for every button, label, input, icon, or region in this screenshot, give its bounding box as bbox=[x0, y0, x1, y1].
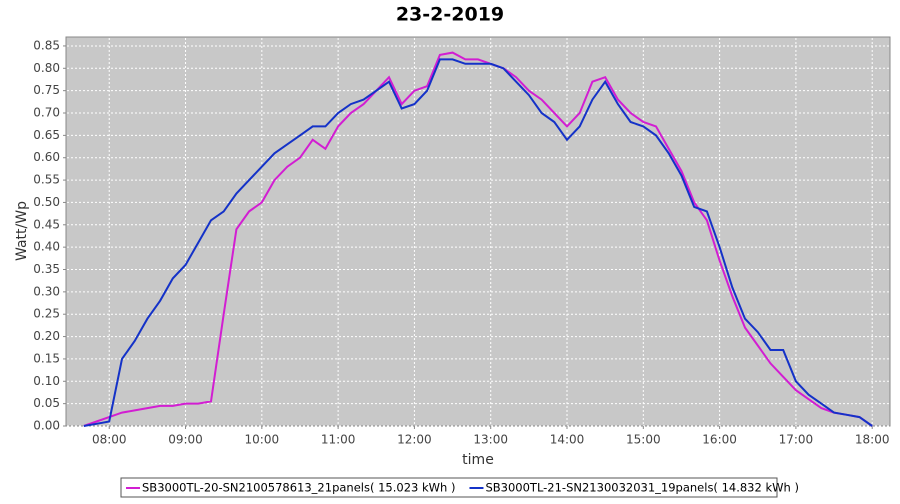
y-tick-label: 0.55 bbox=[33, 173, 60, 187]
y-tick-label: 0.30 bbox=[33, 284, 60, 298]
y-tick-label: 0.10 bbox=[33, 374, 60, 388]
plot-area bbox=[65, 36, 891, 427]
x-tick-label: 12:00 bbox=[397, 433, 432, 447]
x-tick-label: 17:00 bbox=[779, 433, 814, 447]
y-tick-label: 0.80 bbox=[33, 61, 60, 75]
x-axis-label: time bbox=[462, 452, 494, 468]
y-tick-label: 0.35 bbox=[33, 262, 60, 276]
y-tick-label: 0.50 bbox=[33, 195, 60, 209]
y-axis-label: Watt/Wp bbox=[14, 201, 30, 261]
series-line bbox=[83, 51, 873, 427]
legend bbox=[120, 477, 778, 498]
x-tick-label: 10:00 bbox=[245, 433, 280, 447]
legend-label: SB3000TL-21-SN2130032031_19panels( 14.83… bbox=[485, 481, 798, 495]
y-tick-label: 0.20 bbox=[33, 329, 60, 343]
x-tick-label: 09:00 bbox=[168, 433, 203, 447]
y-tick-label: 0.45 bbox=[33, 217, 60, 231]
y-tick-label: 0.25 bbox=[33, 307, 60, 321]
y-tick-label: 0.75 bbox=[33, 83, 60, 97]
y-tick-label: 0.15 bbox=[33, 351, 60, 365]
series-line bbox=[83, 58, 873, 427]
y-tick-label: 0.05 bbox=[33, 396, 60, 410]
chart-title: 23-2-2019 bbox=[396, 4, 504, 26]
x-tick-label: 18:00 bbox=[855, 433, 890, 447]
y-tick-label: 0.60 bbox=[33, 150, 60, 164]
legend-label: SB3000TL-20-SN2100578613_21panels( 15.02… bbox=[142, 481, 455, 495]
y-tick-label: 0.65 bbox=[33, 128, 60, 142]
x-tick-label: 15:00 bbox=[626, 433, 661, 447]
y-tick-label: 0.70 bbox=[33, 106, 60, 120]
y-tick-label: 0.85 bbox=[33, 38, 60, 52]
x-tick-label: 13:00 bbox=[473, 433, 508, 447]
x-tick-label: 08:00 bbox=[92, 433, 127, 447]
x-tick-label: 11:00 bbox=[321, 433, 356, 447]
x-tick-label: 16:00 bbox=[702, 433, 737, 447]
x-tick-label: 14:00 bbox=[550, 433, 585, 447]
y-tick-label: 0.00 bbox=[33, 419, 60, 433]
y-tick-label: 0.40 bbox=[33, 240, 60, 254]
